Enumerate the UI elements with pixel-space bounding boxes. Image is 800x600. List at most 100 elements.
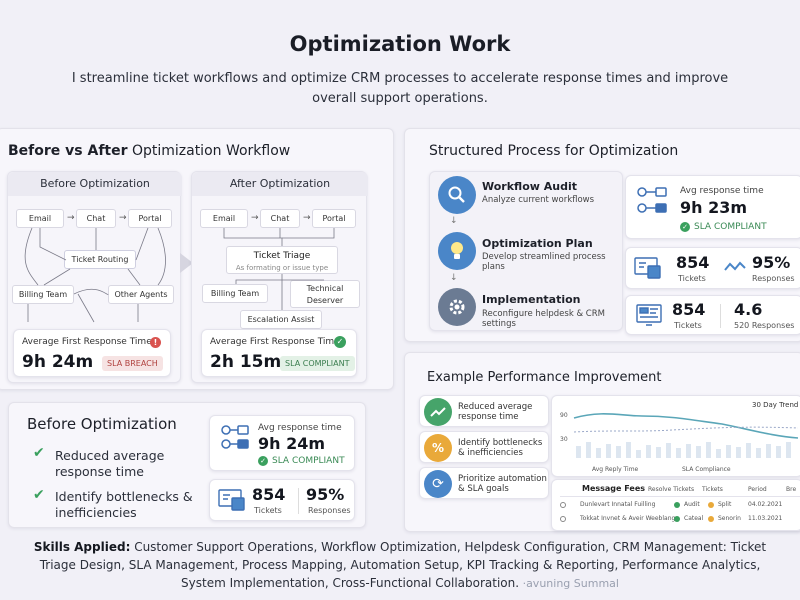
- radio-icon[interactable]: [560, 516, 566, 522]
- trend-wave-icon: [724, 261, 746, 271]
- step-optimization-plan-desc: Develop streamlined process plans: [482, 252, 606, 272]
- tickets-label: Tickets: [254, 506, 282, 515]
- process-tickets-card: 854 Tickets 95% Responses: [625, 247, 800, 289]
- divider: [720, 304, 721, 328]
- tickets-value: 854: [676, 253, 710, 272]
- tickets-label: Tickets: [678, 274, 706, 283]
- bullet-reduced-response: Reduced average response time: [55, 448, 165, 479]
- step-workflow-audit-desc: Analyze current workflows: [482, 195, 595, 205]
- check-icon: ✔: [33, 487, 45, 503]
- tickets-label: Tickets: [674, 321, 702, 330]
- step-optimization-plan-title: Optimization Plan: [482, 237, 593, 250]
- before-billing-node: Billing Team: [12, 285, 74, 304]
- check-icon: ✔: [33, 445, 45, 461]
- after-workflow-heading: After Optimization: [192, 172, 368, 196]
- before-tangled-connectors: [24, 227, 166, 323]
- check-circle-icon: ✓: [680, 222, 690, 232]
- dashboard-monitor-icon: [636, 304, 662, 326]
- before-avg-response-card: Avg response time 9h 24m ✓ SLA COMPLIANT: [209, 415, 355, 471]
- after-chat-node: Chat: [260, 209, 300, 228]
- workflow-nodes-icon: [637, 187, 667, 213]
- after-escalation-node: Escalation Assist: [240, 310, 322, 329]
- before-metric-label: Average First Response Time:: [22, 337, 155, 347]
- process-steps-card: Workflow Audit Analyze current workflows…: [429, 171, 623, 331]
- after-portal-node: Portal: [312, 209, 356, 228]
- trend-chart: [573, 413, 799, 458]
- arrow-down-icon: ↓: [450, 216, 458, 226]
- responses-value: 95%: [752, 253, 791, 272]
- before-optimization-panel: Before Optimization ✔ Reduced average re…: [8, 402, 366, 528]
- after-metric-label: Average First Response Time:: [210, 337, 343, 347]
- after-clean-connectors: [223, 228, 335, 310]
- avg-response-value: 9h 24m: [258, 434, 326, 453]
- table-title: Message Fees: [582, 484, 645, 493]
- trend-up-icon: [424, 398, 452, 426]
- arrow-right-icon: →: [119, 213, 127, 223]
- process-rating-card: 854 Tickets 4.6 520 Responses: [625, 295, 800, 335]
- alert-icon: !: [150, 337, 161, 348]
- chart-trend-label: 30 Day Trend: [752, 401, 799, 409]
- before-tickets-card: 854 Tickets 95% Responses: [209, 479, 355, 521]
- before-portal-node: Portal: [128, 209, 172, 228]
- before-panel-title: Before Optimization: [27, 415, 177, 433]
- ticket-monitor-icon: [218, 489, 245, 511]
- message-fees-table: Message Fees Resolve Tickets Tickets Per…: [551, 479, 800, 531]
- arrow-right-icon: →: [251, 213, 259, 223]
- sla-compliant-status: SLA COMPLIANT: [272, 456, 345, 466]
- transition-arrow-icon: [180, 253, 193, 273]
- after-technical-node: Technical Deserver: [290, 280, 360, 308]
- avg-response-value: 9h 23m: [680, 198, 748, 217]
- trend-chart-card: 30 Day Trend 90 30 Avg Reply Time SLA Co…: [551, 395, 800, 477]
- perf-item-text: Prioritize automation & SLA goals: [458, 474, 547, 494]
- table-col: Bre: [786, 486, 797, 493]
- status-dot: [674, 516, 680, 522]
- workflow-nodes-icon: [221, 425, 249, 449]
- legend-avg-reply: Avg Reply Time: [592, 466, 639, 473]
- gear-icon: [438, 288, 476, 326]
- before-response-time-card: Average First Response Time: ! 9h 24m SL…: [13, 329, 171, 377]
- before-metric-value: 9h 24m: [22, 352, 94, 372]
- perf-item-reduced: Reduced average response time: [419, 395, 549, 427]
- tickets-value: 854: [252, 485, 286, 504]
- refresh-icon: ⟳: [424, 470, 452, 498]
- percent-icon: %: [424, 434, 452, 462]
- before-email-node: Email: [16, 209, 64, 228]
- page-title: Optimization Work: [289, 32, 511, 56]
- sla-breach-badge: SLA BREACH: [102, 356, 163, 371]
- after-email-node: Email: [200, 209, 248, 228]
- check-circle-icon: ✓: [334, 336, 346, 348]
- perf-item-bottlenecks: % Identify bottlenecks & inefficiencies: [419, 431, 549, 463]
- responses-label: Responses: [308, 506, 351, 515]
- radio-icon[interactable]: [560, 502, 566, 508]
- process-panel-title: Structured Process for Optimization: [429, 143, 679, 159]
- table-col: Tickets: [702, 486, 723, 493]
- perf-item-automation: ⟳ Prioritize automation & SLA goals: [419, 467, 549, 499]
- legend-sla-compliance: SLA Compliance: [682, 466, 731, 473]
- after-response-time-card: Average First Response Time: ✓ 2h 15m SL…: [201, 329, 357, 377]
- status-dot: [708, 502, 714, 508]
- step-workflow-audit-title: Workflow Audit: [482, 180, 577, 193]
- rating-value: 4.6: [734, 300, 763, 319]
- responses-value: 95%: [306, 485, 345, 504]
- bullet-identify-bottlenecks: Identify bottlenecks & inefficiencies: [55, 489, 193, 520]
- skills-applied: Skills Applied: Customer Support Operati…: [33, 540, 767, 590]
- arrow-right-icon: →: [303, 213, 311, 223]
- performance-panel: Example Performance Improvement Reduced …: [404, 352, 800, 532]
- lightbulb-icon: [438, 232, 476, 270]
- structured-process-panel: Structured Process for Optimization Work…: [404, 128, 800, 342]
- arrow-right-icon: →: [67, 213, 75, 223]
- page-subtitle: I streamline ticket workflows and optimi…: [71, 71, 729, 106]
- sla-compliant-status: SLA COMPLIANT: [694, 222, 767, 232]
- table-col: Period: [748, 486, 767, 493]
- table-tabs[interactable]: Resolve Tickets: [648, 486, 695, 493]
- table-row[interactable]: Dunlevart Innatal Fuilling Audit Split 0…: [560, 500, 800, 512]
- step-implementation-title: Implementation: [482, 293, 581, 306]
- divider: [298, 488, 299, 514]
- step-implementation-desc: Reconfigure helpdesk & CRM settings: [482, 309, 605, 329]
- table-row[interactable]: Tokkat Invnet & Aveir Weeblang Cateal Se…: [560, 514, 800, 526]
- performance-panel-title: Example Performance Improvement: [427, 370, 662, 385]
- chart-y-mid: 30: [560, 436, 568, 443]
- table-header-rule: [560, 496, 800, 497]
- after-triage-node: Ticket Triage As formating or issue type: [226, 246, 338, 274]
- workflow-panel-title: Before vs After Optimization Workflow: [8, 143, 291, 159]
